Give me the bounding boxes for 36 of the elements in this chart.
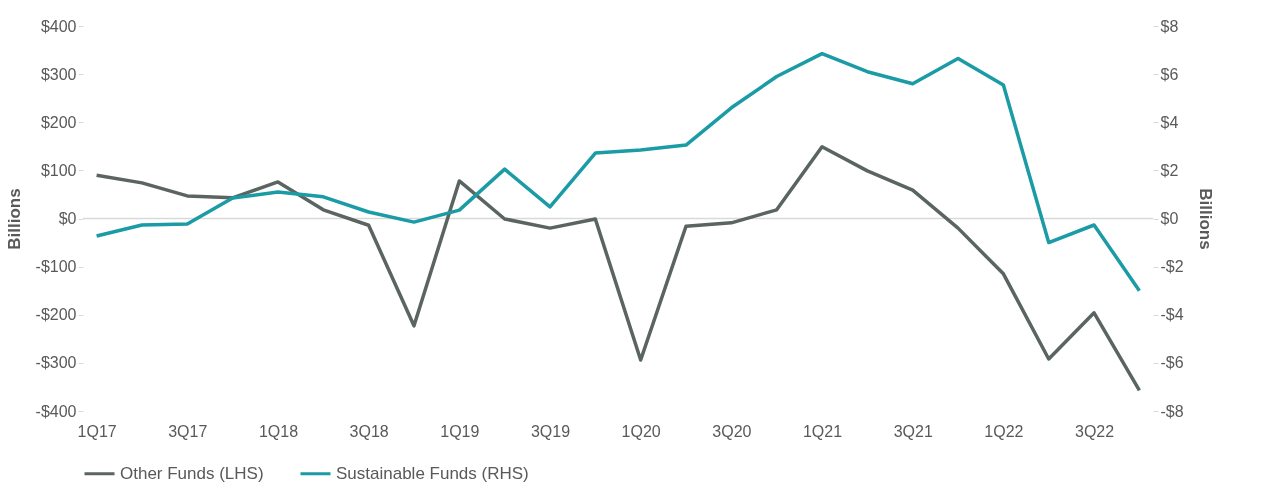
y-tick-label: $300 (40, 65, 77, 83)
y2-tick-label: $2 (1160, 161, 1179, 179)
x-tick-label: 3Q19 (530, 422, 571, 440)
x-tick-label: 3Q21 (893, 422, 933, 440)
y2-axis-title: Billions (1195, 188, 1215, 250)
y2-tick-label: -$6 (1160, 354, 1184, 372)
x-tick-label: 3Q18 (349, 422, 389, 440)
y-axis-title: Billions (4, 188, 24, 250)
y-tick-label: -$300 (35, 354, 77, 372)
y-tick-label: -$200 (35, 306, 77, 324)
x-tick-label: 1Q19 (440, 422, 480, 440)
y2-tick-label: $4 (1160, 113, 1179, 131)
y2-tick-label: $0 (1160, 210, 1179, 227)
y-tick-label: $200 (40, 113, 77, 131)
legend-label: Other Funds (LHS) (120, 463, 264, 483)
x-tick-label: 3Q22 (1074, 422, 1115, 440)
legend-label: Sustainable Funds (RHS) (336, 463, 529, 483)
line-series (94, 51, 1142, 293)
y-tick-label: $0 (58, 210, 77, 227)
y-tick-label: $400 (40, 17, 77, 35)
y-tick-label: -$100 (35, 258, 77, 276)
line-series (94, 145, 1142, 393)
y2-tick-label: -$4 (1160, 306, 1184, 324)
y2-tick-label: $6 (1160, 65, 1179, 83)
x-tick-label: 1Q17 (77, 422, 117, 440)
x-tick-label: 3Q17 (168, 422, 208, 440)
x-tick-label: 1Q18 (258, 422, 299, 440)
x-tick-label: 3Q20 (712, 422, 752, 440)
y2-tick-label: -$8 (1160, 402, 1184, 420)
x-tick-label: 1Q22 (984, 422, 1024, 440)
x-tick-label: 1Q21 (802, 422, 843, 440)
y-tick-label: -$400 (35, 402, 77, 420)
x-tick-label: 1Q20 (621, 422, 661, 440)
y2-tick-label: -$2 (1160, 258, 1184, 276)
y-tick-label: $100 (40, 161, 77, 179)
y2-tick-label: $8 (1160, 17, 1179, 35)
